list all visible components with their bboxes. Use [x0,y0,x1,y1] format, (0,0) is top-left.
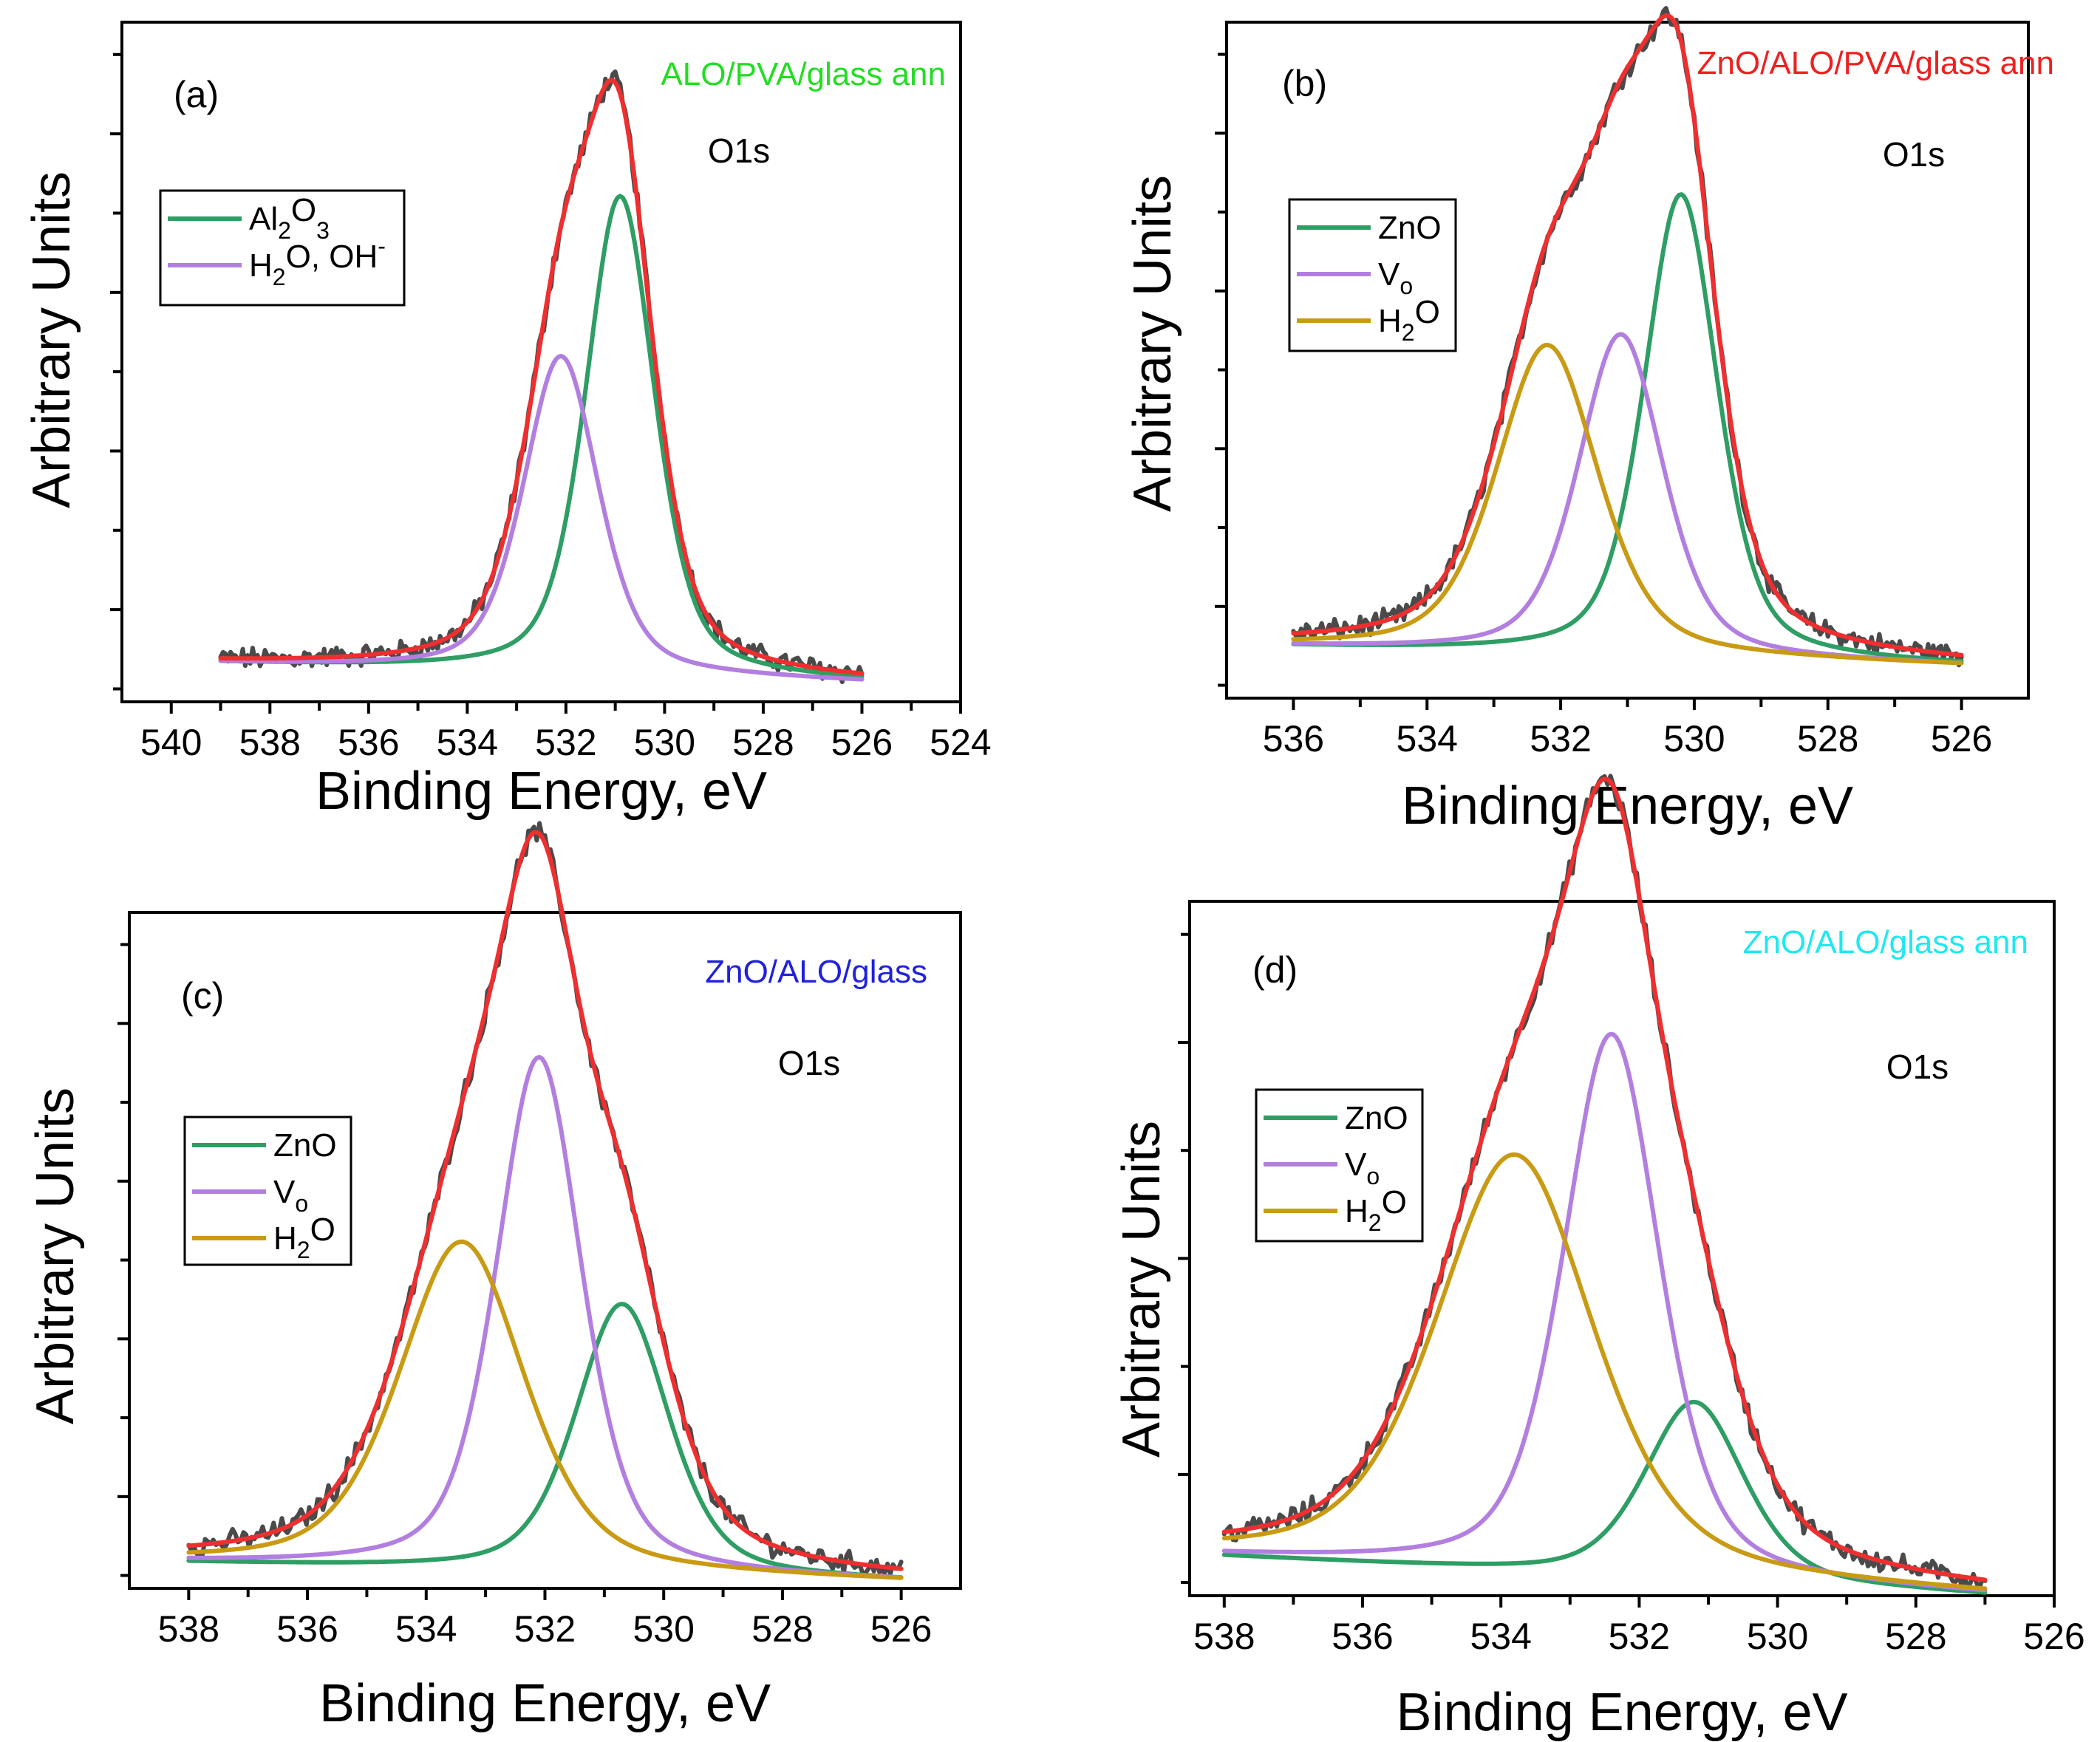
legend-entry: Vo [1378,256,1413,299]
y-axis-label: Arbitrary Units [22,171,81,508]
x-axis-label: Binding Energy, eV [319,1674,771,1733]
sample-label: ZnO/ALO/glass ann [1743,924,2028,960]
x-tick-label: 534 [437,722,498,763]
component-line-zno [186,1302,904,1580]
legend-entry: H2O [1345,1184,1407,1236]
component-line-h2o [1221,1152,1988,1591]
x-tick-label: 528 [1797,718,1858,759]
peak-label: O1s [708,131,770,170]
x-tick-label: 540 [140,722,202,763]
legend-entry: Vo [273,1174,308,1217]
envelope-fit-line [218,78,865,676]
y-axis-label: Arbitrary Units [1112,1121,1171,1458]
x-tick-label: 530 [633,1608,694,1650]
x-tick-label: 536 [276,1608,338,1650]
envelope-fit-line [186,830,904,1571]
x-tick-label: 532 [1609,1616,1670,1657]
x-tick-label: 530 [1747,1616,1808,1657]
sample-label: ALO/PVA/glass ann [661,56,946,92]
x-tick-label: 524 [930,722,991,763]
envelope-fit-line [1291,13,1964,657]
legend-entry: ZnO [1345,1100,1408,1136]
x-tick-label: 538 [158,1608,219,1650]
panel-label: (c) [181,975,224,1017]
plot-frame [1188,900,2056,1597]
component-line-zno [1291,192,1964,663]
x-tick-label: 532 [1530,718,1591,759]
x-tick-label: 536 [1332,1616,1393,1657]
x-tick-label: 528 [1885,1616,1946,1657]
envelope-fit-line [1221,776,1988,1582]
x-tick-label: 528 [751,1608,813,1650]
sample-label: ZnO/ALO/PVA/glass ann [1697,45,2054,81]
x-tick-label: 534 [1470,1616,1531,1657]
component-line-h2ooh [218,354,865,682]
x-tick-label: 532 [535,722,596,763]
legend-entry: H2O, OH- [249,233,386,290]
component-line-zno [1221,1399,1988,1595]
x-tick-label: 532 [514,1608,576,1650]
x-axis-label: Binding Energy, eV [316,762,767,821]
legend-box [159,189,406,307]
panel-c: 538 536 534 532 530 528 526 Binding Energy, eV A… [26,821,962,1733]
legend-entry: Vo [1345,1147,1380,1189]
x-tick-label: 534 [395,1608,457,1650]
legend-entry: H2O [273,1212,335,1263]
peak-label: O1s [1886,1048,1949,1086]
x-tick-label: 526 [1931,718,1992,759]
x-tick-label: 538 [1193,1616,1255,1657]
component-line-h2o [1291,343,1964,666]
x-tick-label: 528 [732,722,794,763]
plot-frame [120,21,962,703]
sample-label: ZnO/ALO/glass [705,954,927,990]
x-tick-label: 530 [1663,718,1725,759]
x-tick-label: 536 [1263,718,1324,759]
panel-label: (d) [1252,949,1298,991]
x-tick-label: 536 [338,722,399,763]
panel-d: 538 536 534 532 530 528 526 Binding Energy, eV A… [1112,773,2085,1742]
x-tick-label: 526 [2023,1616,2084,1657]
legend-entry: Al2O3 [249,192,330,244]
panel-label: (b) [1282,63,1327,104]
legend-entry: ZnO [273,1127,337,1164]
x-tick-label: 534 [1397,718,1458,759]
x-tick-label: 538 [239,722,301,763]
x-axis-label: Binding Energy, eV [1396,1683,1847,1742]
panel-label: (a) [174,74,219,115]
peak-label: O1s [1883,135,1945,174]
x-tick-label: 526 [831,722,893,763]
legend-entry: ZnO [1378,210,1442,246]
legend-entry: H2O [1378,294,1440,346]
component-line-h2o [186,1239,904,1580]
panel-a: 540 538 536 534 532 530 528 526 524 Binding Energ… [22,21,992,821]
x-tick-label: 530 [634,722,695,763]
y-axis-label: Arbitrary Units [1123,175,1182,512]
x-tick-label: 526 [870,1608,932,1650]
y-axis-label: Arbitrary Units [26,1087,85,1424]
peak-label: O1s [778,1044,840,1082]
